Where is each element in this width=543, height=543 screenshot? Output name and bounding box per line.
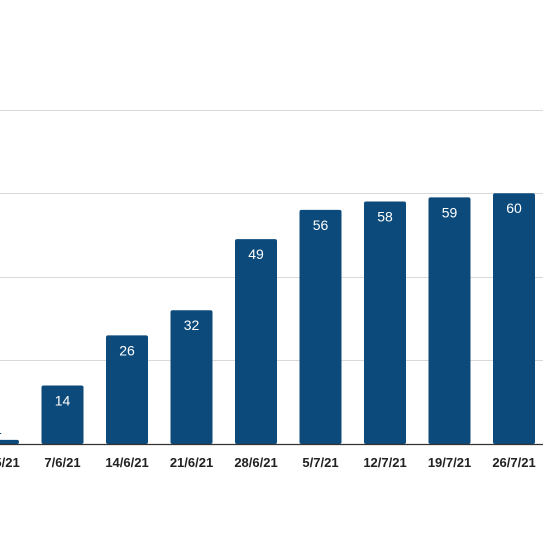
bar <box>106 335 148 444</box>
bar <box>235 239 277 444</box>
bar-value-label: 56 <box>313 217 329 233</box>
bar <box>364 201 406 444</box>
x-tick-label: 26/7/21 <box>492 455 535 470</box>
x-tick-label: 14/6/21 <box>105 455 148 470</box>
x-tick-label: 12/7/21 <box>363 455 406 470</box>
x-tick-label: 5/7/21 <box>302 455 338 470</box>
x-tick-label: 31/5/21 <box>0 455 20 470</box>
x-axis-ticks: 31/5/21 7/6/21 14/6/21 21/6/21 28/6/21 5/7/21… <box>0 455 536 470</box>
x-tick-label: 21/6/21 <box>170 455 213 470</box>
bar-value-label: 49 <box>248 246 264 262</box>
bar-value-label: 58 <box>377 209 393 225</box>
x-tick-label: 28/6/21 <box>234 455 277 470</box>
bar-value-label: 1 <box>0 421 2 437</box>
bar-value-label: 59 <box>442 204 458 220</box>
bar-labels: 1 14 26 32 49 56 58 59 60 <box>0 200 522 437</box>
bar <box>0 439 19 444</box>
bar <box>299 209 342 444</box>
x-tick-label: 7/6/21 <box>44 455 80 470</box>
bar-value-label: 26 <box>119 342 135 358</box>
bar-value-label: 14 <box>55 392 71 408</box>
bars <box>0 193 535 444</box>
bar <box>493 193 535 444</box>
bar-value-label: 60 <box>506 200 522 216</box>
bar <box>170 310 213 444</box>
x-tick-label: 19/7/21 <box>428 455 471 470</box>
bar <box>41 385 84 444</box>
bar <box>428 197 471 444</box>
bar-value-label: 32 <box>184 317 200 333</box>
